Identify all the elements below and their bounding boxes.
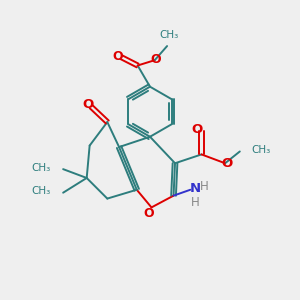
Text: O: O: [222, 157, 233, 170]
Text: N: N: [190, 182, 201, 195]
Text: CH₃: CH₃: [159, 30, 178, 40]
Text: CH₃: CH₃: [32, 163, 51, 173]
Text: H: H: [191, 196, 200, 209]
Text: O: O: [150, 53, 160, 66]
Text: CH₃: CH₃: [251, 145, 270, 155]
Text: H: H: [200, 180, 209, 193]
Text: O: O: [144, 207, 154, 220]
Text: CH₃: CH₃: [32, 186, 51, 196]
Text: O: O: [82, 98, 93, 111]
Text: O: O: [112, 50, 123, 63]
Text: O: O: [191, 123, 203, 136]
